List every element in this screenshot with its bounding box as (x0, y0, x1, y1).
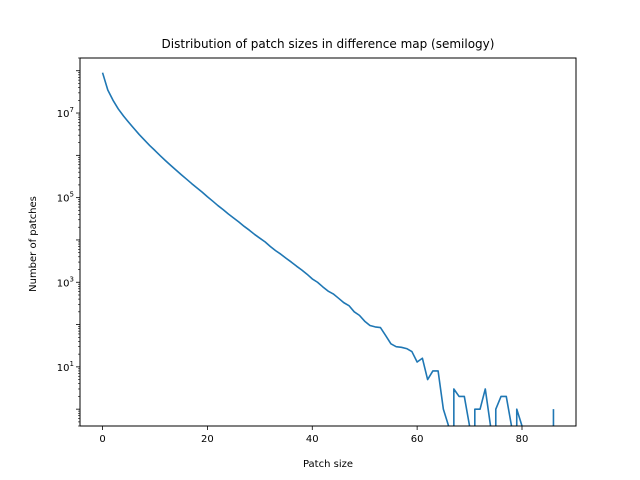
chart-title: Distribution of patch sizes in differenc… (162, 37, 495, 51)
x-tick-label: 40 (306, 434, 319, 445)
series-line-0 (101, 72, 555, 427)
x-tick-label: 80 (516, 434, 529, 445)
x-tick-label: 20 (201, 434, 214, 445)
x-tick-label: 0 (99, 434, 105, 445)
x-axis-label: Patch size (303, 459, 353, 470)
y-axis-label: Number of patches (28, 196, 39, 292)
plot-area (101, 72, 555, 427)
plot-frame (79, 57, 577, 427)
x-axis-ticks: 0 20 40 60 80 (99, 426, 528, 445)
x-tick-label: 60 (411, 434, 424, 445)
y-tick-label: 101 (57, 360, 74, 374)
y-tick-label: 103 (57, 275, 74, 289)
y-tick-label: 105 (57, 191, 74, 205)
y-tick-label: 107 (57, 106, 74, 120)
